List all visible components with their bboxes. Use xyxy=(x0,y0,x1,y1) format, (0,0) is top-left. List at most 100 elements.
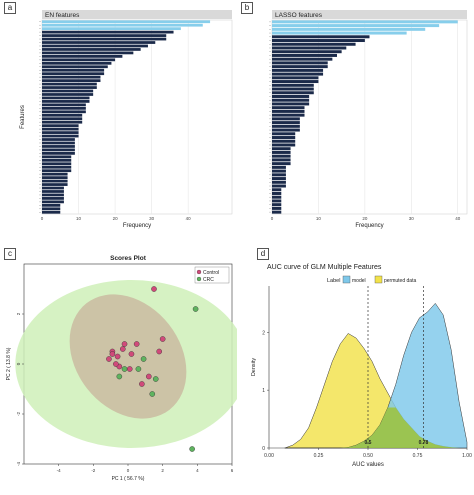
bar xyxy=(42,103,86,107)
bar xyxy=(42,44,148,48)
title-strip xyxy=(272,10,467,19)
bar xyxy=(272,39,365,43)
bar xyxy=(272,188,282,192)
en-features-chart: EN features 0 10 20 30 40 Frequency Features xyxy=(20,10,233,229)
x-tick-label: 0.25 xyxy=(314,453,324,459)
panel-tag: d xyxy=(257,248,269,260)
bar xyxy=(42,190,64,193)
x-axis-label: AUC values xyxy=(352,462,384,468)
bar xyxy=(272,121,300,125)
bar xyxy=(272,20,458,24)
panel-a: a EN features 0 10 20 30 40 Frequency Features xyxy=(0,0,237,240)
bar xyxy=(42,110,86,114)
bar xyxy=(272,68,324,72)
panel-tag: b xyxy=(241,2,253,14)
bar xyxy=(272,109,305,113)
bar xyxy=(42,34,167,37)
legend-label: permuted data xyxy=(384,278,416,284)
bar xyxy=(42,193,64,197)
legend-marker xyxy=(196,276,202,282)
chart-title: LASSO features xyxy=(275,12,323,19)
bar xyxy=(272,143,296,147)
data-point-control xyxy=(113,361,119,367)
bar xyxy=(272,162,291,166)
bar xyxy=(42,86,97,89)
y-tick-label: -4 xyxy=(16,462,21,466)
panel-d: d AUC curve of GLM Multiple Features Labe… xyxy=(237,244,474,490)
bar xyxy=(42,210,61,214)
bar xyxy=(42,51,134,55)
bar xyxy=(272,106,305,110)
bar xyxy=(42,158,72,162)
x-axis-label: Frequency xyxy=(123,223,151,229)
x-tick-label: 10 xyxy=(316,216,322,221)
bar xyxy=(42,183,68,186)
y-tick-label: 2 xyxy=(262,330,265,336)
density-overlap xyxy=(284,407,467,448)
bar xyxy=(42,75,101,79)
title-strip xyxy=(42,10,232,19)
bar xyxy=(272,195,282,199)
panel-c: c Scores Plot -4 -2 0 2 4 6 -4 -2 0 2 Control CRC PC … xyxy=(0,244,248,490)
bar xyxy=(42,186,64,190)
x-tick-label: 40 xyxy=(186,216,192,221)
bar xyxy=(272,139,296,143)
data-point-crc xyxy=(121,366,128,372)
bar xyxy=(272,80,319,84)
data-point-crc xyxy=(152,376,159,382)
data-point-crc xyxy=(135,366,142,372)
data-point-control xyxy=(151,286,157,292)
bar xyxy=(272,158,291,162)
bar xyxy=(42,151,75,155)
legend-title: Label xyxy=(327,278,340,284)
y-tick-label: -2 xyxy=(16,412,21,416)
bar xyxy=(42,165,72,169)
bar xyxy=(42,58,116,62)
bar xyxy=(272,27,426,31)
data-point-control xyxy=(106,356,112,362)
x-tick-label: 0.75 xyxy=(413,453,423,459)
bar xyxy=(42,155,72,159)
bar xyxy=(272,124,300,128)
bar xyxy=(272,98,310,102)
bar xyxy=(272,184,286,188)
bar xyxy=(272,173,286,177)
data-point-control xyxy=(159,336,166,342)
bar xyxy=(272,24,440,28)
bar xyxy=(272,180,286,184)
x-tick-label: 40 xyxy=(455,216,461,221)
bar xyxy=(42,96,90,100)
bar xyxy=(272,61,328,65)
x-tick-label: 1.00 xyxy=(462,453,472,459)
bar xyxy=(42,65,108,69)
bar xyxy=(42,207,61,211)
x-axis-label: PC 1 ( 56.7 %) xyxy=(112,476,145,482)
data-point-control xyxy=(128,351,135,357)
bar xyxy=(272,53,337,57)
bar xyxy=(42,176,68,180)
bar xyxy=(272,191,282,195)
bar xyxy=(272,128,300,132)
bar xyxy=(42,162,72,166)
data-point-crc xyxy=(149,391,156,397)
bar xyxy=(272,136,296,140)
x-tick-label: -2 xyxy=(91,468,95,473)
bar xyxy=(42,72,105,76)
bar xyxy=(272,31,407,35)
x-tick-label: 30 xyxy=(409,216,415,221)
bar xyxy=(42,89,94,93)
bar xyxy=(272,199,282,203)
bar xyxy=(42,138,75,141)
bar xyxy=(272,117,300,121)
bar xyxy=(42,106,86,110)
bar xyxy=(42,93,94,96)
x-tick-label: 0.50 xyxy=(363,453,373,459)
data-point-control xyxy=(126,366,133,372)
bar xyxy=(272,76,319,80)
bar xyxy=(42,30,174,34)
bar xyxy=(42,23,203,27)
reference-line-label: 0.78 xyxy=(419,440,429,446)
x-axis-label: Frequency xyxy=(355,223,383,229)
auc-density-chart: AUC curve of GLM Multiple Features Label m… xyxy=(251,264,472,468)
data-point-control xyxy=(156,348,162,355)
